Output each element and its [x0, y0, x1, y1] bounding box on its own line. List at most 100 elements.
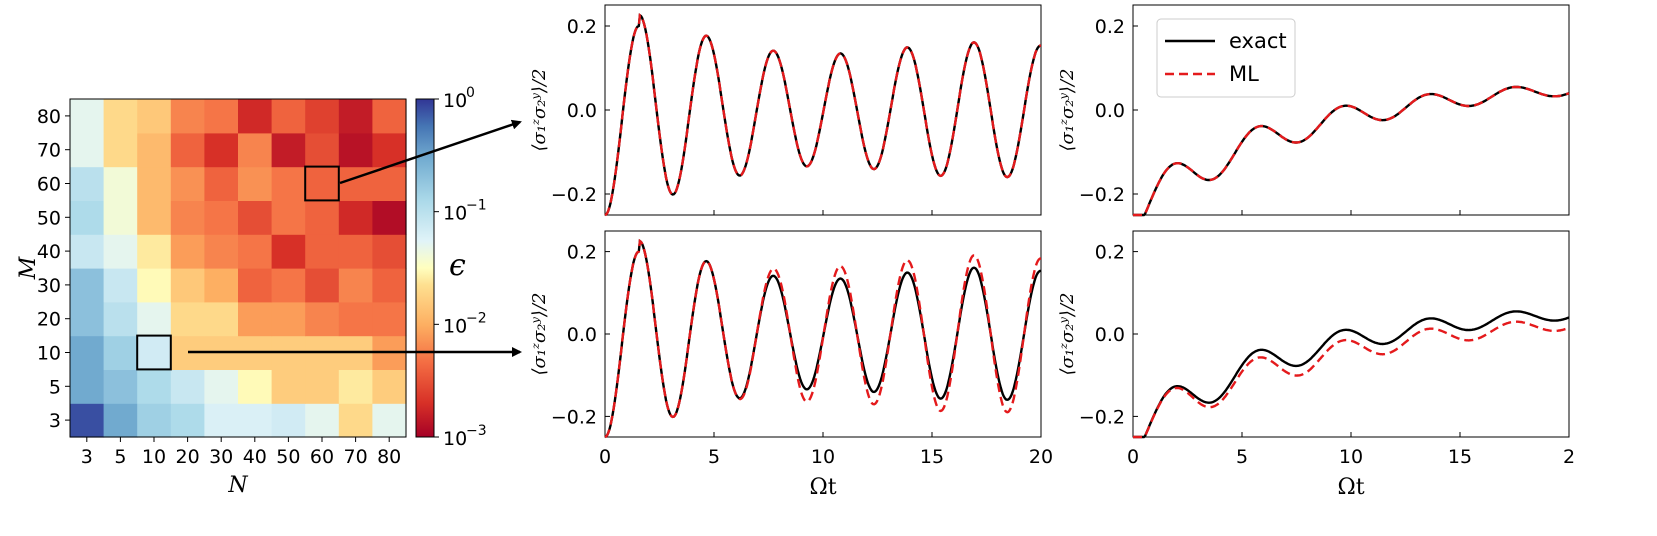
- heatmap-cell-M3-N50: [271, 403, 306, 438]
- heatmap-cell-M3-N80: [372, 403, 407, 438]
- heatmap-cell-M60-N80: [372, 166, 407, 201]
- y-tick-label: 0.2: [567, 242, 597, 264]
- series-ML-line: [1133, 85, 1570, 217]
- heatmap-y-tick-label: 3: [49, 410, 61, 432]
- colorbar-tick-exponent: −3: [466, 423, 487, 439]
- heatmap-frame: [69, 98, 407, 438]
- heatmap-cell-M80-N70: [338, 99, 373, 134]
- heatmap-y-tick-label: 70: [37, 140, 61, 162]
- heatmap-cell-M40-N50: [271, 234, 306, 269]
- heatmap-cell-M40-N10: [137, 234, 172, 269]
- heatmap-cell-M50-N70: [338, 200, 373, 235]
- heatmap-cell-M20-N50: [271, 301, 306, 337]
- heatmap-y-tick-label: 20: [37, 309, 61, 331]
- heatmap-y-axis-label: M: [16, 256, 41, 280]
- heatmap-cell-M20-N20: [170, 301, 205, 337]
- heatmap-cell-M80-N40: [238, 99, 273, 134]
- heatmap-x-tick-label: 40: [243, 446, 267, 468]
- y-tick-label: 0.0: [567, 324, 597, 346]
- heatmap-y-tick-label: 40: [37, 241, 61, 263]
- heatmap-cell-M60-N3: [70, 166, 105, 201]
- panel-top-right: 0.2 0.0 −0.2 ⟨σ₁ᶻσ₂ʸ⟩/2 exact ML: [1057, 4, 1570, 217]
- heatmap-cell-M80-N30: [204, 99, 239, 134]
- y-axis-label: ⟨σ₁ᶻσ₂ʸ⟩/2: [529, 293, 550, 376]
- colorbar-tick-label: 10: [443, 90, 467, 112]
- heatmap-cell-M50-N5: [103, 200, 138, 235]
- x-tick-label: 15: [920, 446, 944, 468]
- x-tick-label: 20: [1029, 446, 1053, 468]
- colorbar-tick-exponent: −2: [466, 310, 487, 326]
- x-tick-label: 0: [599, 446, 611, 468]
- x-tick-label: 10: [1339, 446, 1363, 468]
- heatmap-cell-M70-N50: [271, 132, 306, 168]
- plot-frame: [1132, 230, 1570, 438]
- y-tick-label: −0.2: [1079, 184, 1125, 206]
- x-axis-label: Ωt: [809, 475, 836, 500]
- heatmap-cell-M5-N70: [338, 369, 373, 404]
- heatmap-cell-M20-N40: [238, 301, 273, 337]
- colorbar-tick-label: 10: [443, 203, 467, 225]
- heatmap-y-tick-label: 30: [37, 275, 61, 297]
- heatmap-cell-M40-N20: [170, 234, 205, 269]
- y-tick-label: −0.2: [1079, 406, 1125, 428]
- heatmap-cell-M30-N60: [305, 268, 340, 303]
- heatmap-cell-M30-N30: [204, 268, 239, 303]
- series-exact-line: [1133, 310, 1570, 439]
- y-tick-label: 0.0: [1095, 324, 1125, 346]
- arrow-to-top-panel: [339, 119, 522, 185]
- y-axis-label: ⟨σ₁ᶻσ₂ʸ⟩/2: [1057, 69, 1078, 152]
- heatmap-cell-M30-N20: [170, 268, 205, 303]
- x-tick-label: 5: [1236, 446, 1248, 468]
- heatmap-cell-M50-N20: [170, 200, 205, 235]
- heatmap-cell-M40-N30: [204, 234, 239, 269]
- colorbar-label: ϵ: [449, 248, 466, 283]
- heatmap-cell-M30-N70: [338, 268, 373, 303]
- heatmap-cell-M3-N20: [170, 403, 205, 438]
- heatmap-cell-M20-N30: [204, 301, 239, 337]
- heatmap-cell-M60-N20: [170, 166, 205, 201]
- heatmap-y-tick-label: 10: [37, 343, 61, 365]
- heatmap-cell-M70-N5: [103, 132, 138, 168]
- heatmap-cell-M20-N60: [305, 301, 340, 337]
- heatmap-cell-M30-N5: [103, 268, 138, 303]
- heatmap-cell-M30-N10: [137, 268, 172, 303]
- heatmap-cell-M80-N3: [70, 99, 105, 134]
- heatmap-cell-M3-N10: [137, 403, 172, 438]
- heatmap-y-tick-label: 50: [37, 207, 61, 229]
- legend: exact ML: [1156, 18, 1296, 98]
- heatmap-cell-M70-N30: [204, 132, 239, 168]
- heatmap-cell-M30-N40: [238, 268, 273, 303]
- heatmap-cell-M40-N70: [338, 234, 373, 269]
- heatmap-cell-M3-N30: [204, 403, 239, 438]
- heatmap-x-tick-label: 20: [176, 446, 200, 468]
- x-tick-label: 10: [811, 446, 835, 468]
- heatmap-cell-M5-N50: [271, 369, 306, 404]
- x-tick-label: 15: [1448, 446, 1472, 468]
- colorbar-tick-label: 10: [443, 428, 467, 450]
- heatmap-cell-M70-N40: [238, 132, 273, 168]
- heatmap-x-axis-label: N: [227, 473, 248, 498]
- heatmap-cell-M50-N60: [305, 200, 340, 235]
- heatmap-cell-M40-N60: [305, 234, 340, 269]
- heatmap-cell-M80-N5: [103, 99, 138, 134]
- y-tick-label: 0.0: [567, 100, 597, 122]
- heatmap-y-tick-label: 80: [37, 106, 61, 128]
- y-tick-label: 0.2: [1095, 242, 1125, 264]
- heatmap-cell-M50-N40: [238, 200, 273, 235]
- heatmap-cell-M5-N80: [372, 369, 407, 404]
- connector-arrows: [188, 119, 522, 357]
- heatmap-cell-M3-N40: [238, 403, 273, 438]
- y-axis-label: ⟨σ₁ᶻσ₂ʸ⟩/2: [1057, 293, 1078, 376]
- heatmap-cell-M40-N3: [70, 234, 105, 269]
- line-panels: 0.2 0.0 −0.2 ⟨σ₁ᶻσ₂ʸ⟩/2 0.2 0.0 −0.2 ⟨σ₁ᶻσ₂ʸ⟩/2…: [529, 4, 1575, 500]
- heatmap-cell-M60-N40: [238, 166, 273, 201]
- heatmap-cell-M5-N3: [70, 369, 105, 404]
- heatmap-cell-M40-N40: [238, 234, 273, 269]
- heatmap-cell-M70-N70: [338, 132, 373, 168]
- x-tick-label: 2: [1563, 446, 1575, 468]
- heatmap-x-tick-label: 30: [209, 446, 233, 468]
- heatmap-cell-M70-N20: [170, 132, 205, 168]
- heatmap-cell-M10-N3: [70, 335, 105, 370]
